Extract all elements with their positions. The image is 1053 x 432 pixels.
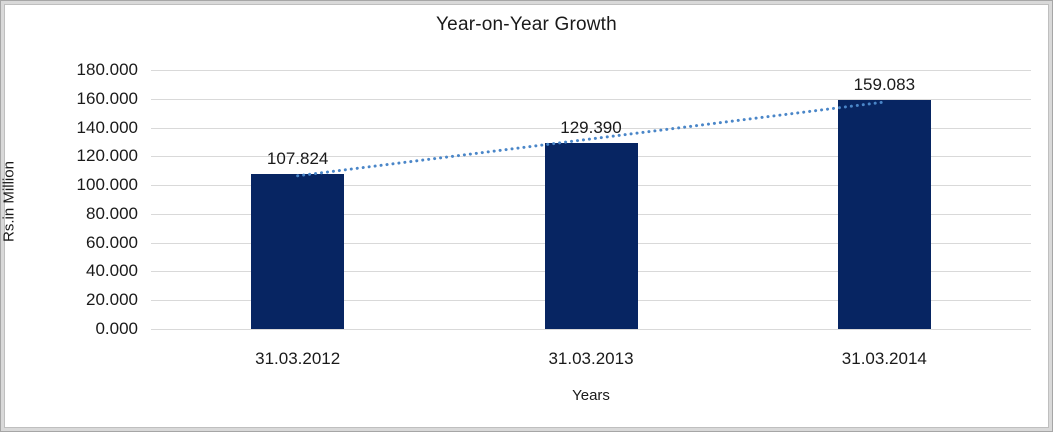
y-axis-tick-label: 160.000 xyxy=(76,88,138,108)
y-axis-tick-label: 0.000 xyxy=(95,319,138,338)
gridline xyxy=(151,329,1031,330)
bar-31.03.2014 xyxy=(837,100,931,329)
gridline xyxy=(151,127,1031,129)
y-axis-tick-label: 120.000 xyxy=(76,146,138,166)
gridline xyxy=(151,98,1031,100)
x-axis-tick-label: 31.03.2013 xyxy=(548,349,634,368)
y-axis-title: Rs.in Million xyxy=(0,161,18,242)
y-axis-tick-label: 100.000 xyxy=(76,175,138,195)
y-axis-tick-label: 80.000 xyxy=(86,203,138,223)
plot-area: 107.824 129.390 159.083 xyxy=(151,70,1031,330)
chart-title: Year-on-Year Growth xyxy=(436,14,617,35)
gridline xyxy=(151,70,1031,71)
data-label: 107.824 xyxy=(266,148,329,168)
y-axis-tick-label: 20.000 xyxy=(86,290,138,310)
trendline xyxy=(296,100,886,178)
y-axis-tick-label: 40.000 xyxy=(86,261,138,281)
data-label: 159.083 xyxy=(853,75,916,95)
data-label: 129.390 xyxy=(560,117,622,137)
bar-31.03.2012 xyxy=(251,173,345,329)
x-axis-title: Years xyxy=(572,387,610,404)
y-axis-tick-label: 140.000 xyxy=(76,117,138,137)
y-axis-tick-label: 60.000 xyxy=(86,232,138,252)
x-axis-tick-label: 31.03.2012 xyxy=(255,349,341,368)
x-axis-tick-label: 31.03.2014 xyxy=(841,349,927,368)
bar-31.03.2013 xyxy=(544,142,638,329)
y-axis-tick-label: 180.000 xyxy=(76,60,138,79)
